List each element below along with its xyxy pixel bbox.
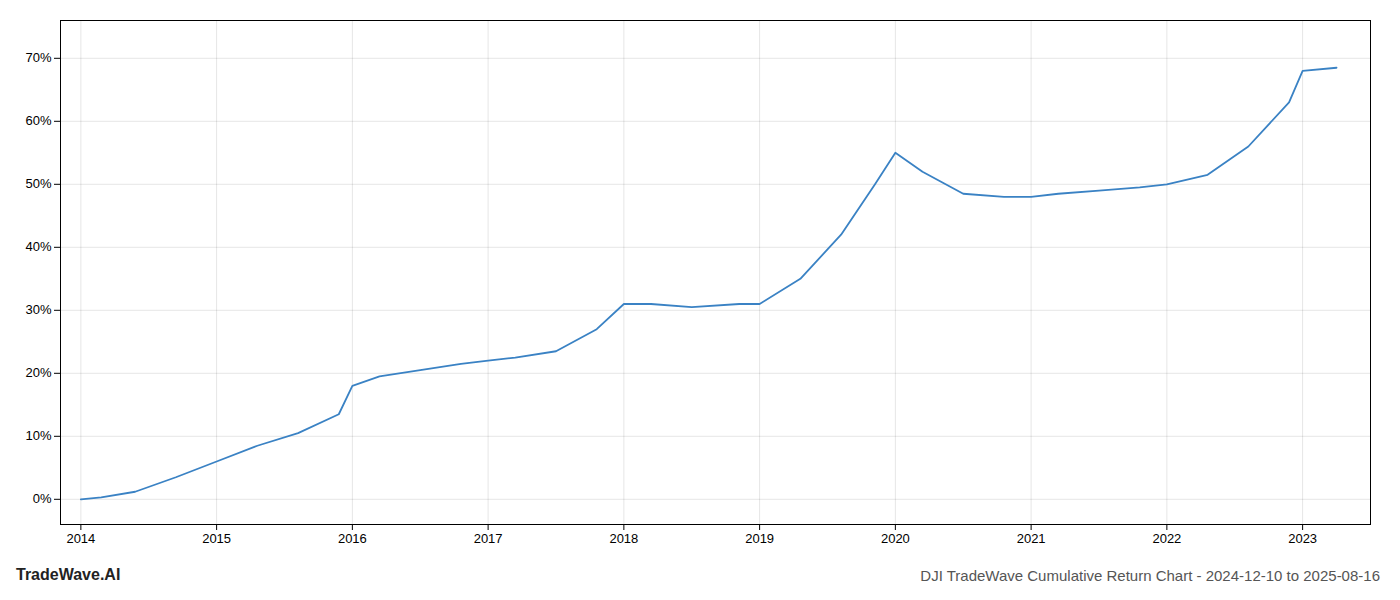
svg-text:30%: 30% bbox=[25, 302, 51, 317]
svg-text:10%: 10% bbox=[25, 428, 51, 443]
svg-text:2017: 2017 bbox=[474, 531, 503, 546]
svg-text:2023: 2023 bbox=[1288, 531, 1317, 546]
svg-text:2021: 2021 bbox=[1017, 531, 1046, 546]
svg-text:50%: 50% bbox=[25, 176, 51, 191]
svg-text:2016: 2016 bbox=[338, 531, 367, 546]
html-text:TradeWave.AI: TradeWave.AI bbox=[16, 566, 121, 583]
svg-text:0%: 0% bbox=[33, 491, 52, 506]
svg-text:60%: 60% bbox=[25, 113, 51, 128]
svg-text:40%: 40% bbox=[25, 239, 51, 254]
svg-text:2018: 2018 bbox=[609, 531, 638, 546]
svg-text:2020: 2020 bbox=[881, 531, 910, 546]
svg-text:2014: 2014 bbox=[66, 531, 95, 546]
svg-text:2022: 2022 bbox=[1152, 531, 1181, 546]
svg-text:20%: 20% bbox=[25, 365, 51, 380]
svg-text:2015: 2015 bbox=[202, 531, 231, 546]
html-text:DJI TradeWave Cumulative Retur: DJI TradeWave Cumulative Return Chart - … bbox=[920, 567, 1380, 584]
svg-text:2019: 2019 bbox=[745, 531, 774, 546]
svg-text:70%: 70% bbox=[25, 50, 51, 65]
